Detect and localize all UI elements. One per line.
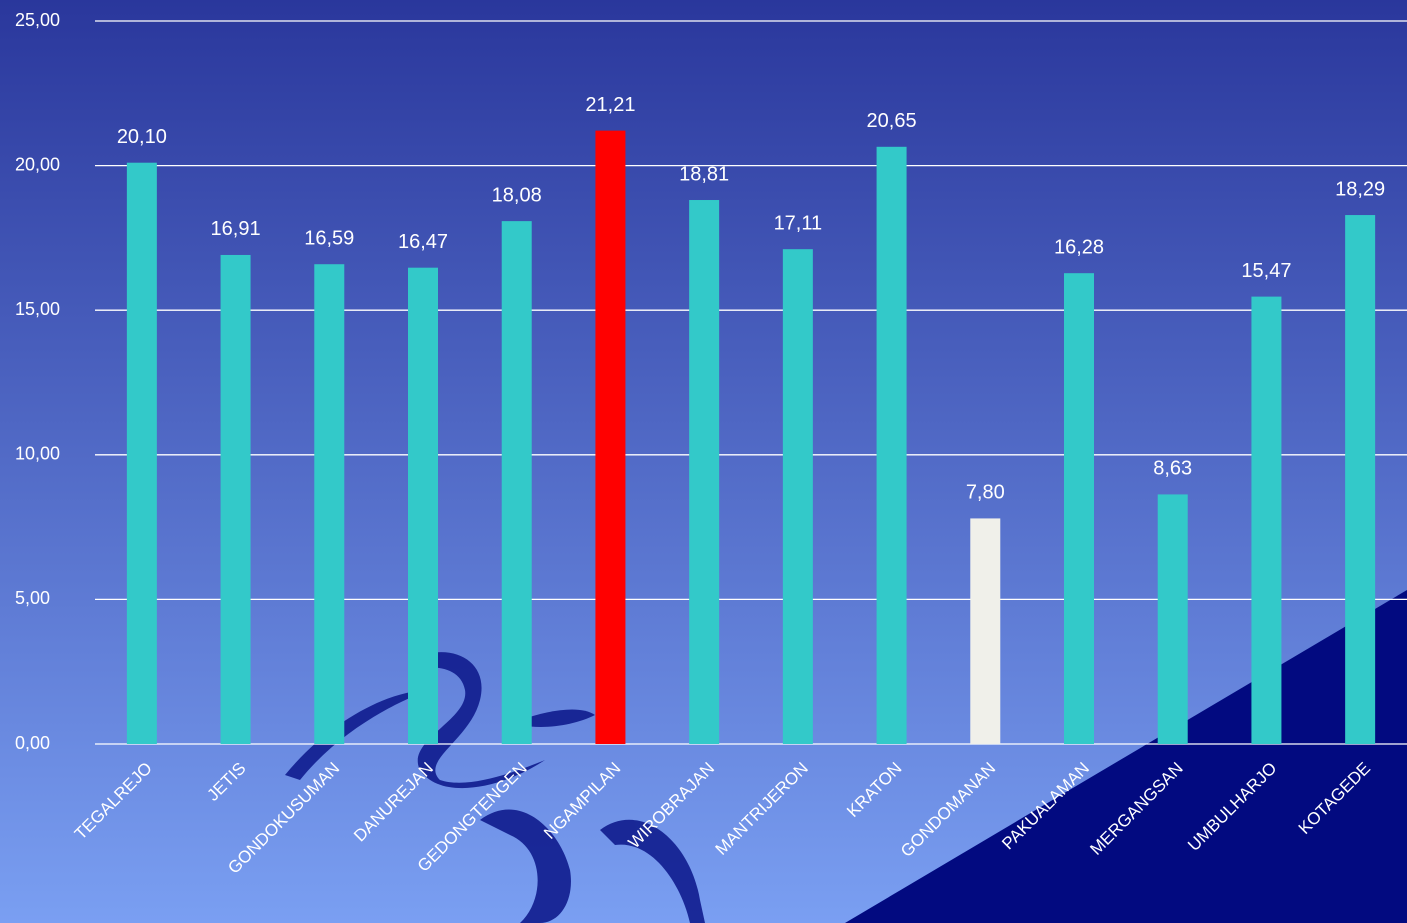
y-tick-label: 5,00 bbox=[15, 588, 50, 608]
bar bbox=[1345, 215, 1376, 744]
bar bbox=[782, 249, 813, 744]
bar bbox=[126, 162, 157, 744]
y-tick-label: 25,00 bbox=[15, 10, 60, 30]
bar bbox=[1157, 494, 1188, 744]
bar bbox=[970, 518, 1001, 744]
value-label: 21,21 bbox=[585, 94, 635, 116]
y-tick-label: 15,00 bbox=[15, 299, 60, 319]
bar bbox=[408, 267, 438, 744]
value-label: 16,91 bbox=[211, 218, 261, 240]
y-tick-label: 20,00 bbox=[15, 154, 60, 174]
value-label: 18,81 bbox=[679, 163, 729, 185]
bar bbox=[1064, 273, 1094, 744]
value-label: 15,47 bbox=[1241, 260, 1291, 282]
bar bbox=[595, 130, 626, 744]
value-label: 17,11 bbox=[774, 212, 823, 234]
value-label: 18,29 bbox=[1335, 178, 1385, 200]
value-label: 16,59 bbox=[304, 227, 354, 249]
y-tick-label: 0,00 bbox=[15, 733, 50, 753]
value-label: 20,10 bbox=[117, 126, 167, 148]
bar bbox=[689, 200, 720, 745]
bar bbox=[1251, 296, 1282, 744]
value-label: 7,80 bbox=[966, 482, 1005, 504]
bar bbox=[314, 264, 345, 744]
bar bbox=[220, 254, 251, 744]
y-tick-label: 10,00 bbox=[15, 444, 60, 464]
value-label: 20,65 bbox=[867, 110, 917, 132]
bar bbox=[876, 146, 907, 744]
value-label: 18,08 bbox=[492, 184, 542, 206]
value-label: 16,47 bbox=[398, 231, 448, 253]
bar bbox=[501, 221, 532, 744]
value-label: 8,63 bbox=[1153, 458, 1192, 480]
value-label: 16,28 bbox=[1054, 236, 1104, 258]
